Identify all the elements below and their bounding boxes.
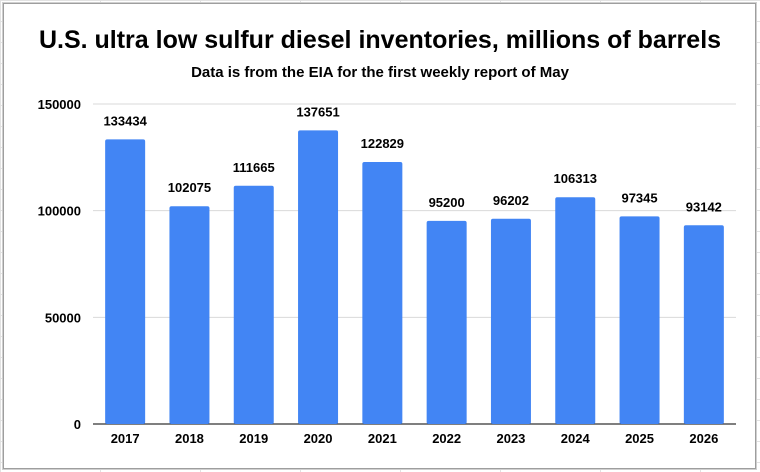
x-tick-label: 2023 xyxy=(496,431,525,446)
y-tick-label: 100000 xyxy=(38,204,81,219)
bar[interactable] xyxy=(298,130,339,424)
data-label: 122829 xyxy=(361,136,404,151)
bar[interactable] xyxy=(233,185,274,424)
x-tick-label: 2022 xyxy=(432,431,461,446)
bar[interactable] xyxy=(619,216,660,424)
data-label: 102075 xyxy=(168,180,211,195)
data-label: 93142 xyxy=(686,199,722,214)
x-tick-label: 2020 xyxy=(304,431,333,446)
x-tick-label: 2017 xyxy=(111,431,140,446)
bar[interactable] xyxy=(683,225,724,424)
data-label: 95200 xyxy=(429,195,465,210)
x-tick-label: 2024 xyxy=(561,431,591,446)
bar[interactable] xyxy=(362,161,403,425)
bar[interactable] xyxy=(169,206,210,424)
data-label: 111665 xyxy=(233,160,275,175)
bar[interactable] xyxy=(426,220,467,424)
y-tick-label: 0 xyxy=(74,417,81,432)
x-tick-label: 2026 xyxy=(689,431,718,446)
data-label: 97345 xyxy=(621,190,657,205)
chart-title: U.S. ultra low sulfur diesel inventories… xyxy=(38,26,722,54)
y-tick-label: 50000 xyxy=(45,310,81,325)
bar[interactable] xyxy=(105,139,146,424)
data-label: 106313 xyxy=(554,171,597,186)
y-tick-label: 150000 xyxy=(38,97,81,112)
x-tick-label: 2025 xyxy=(625,431,654,446)
data-label: 96202 xyxy=(493,193,529,208)
data-label: 137651 xyxy=(296,104,339,119)
bar[interactable] xyxy=(490,218,531,424)
data-label: 133434 xyxy=(103,113,147,128)
bar[interactable] xyxy=(555,197,596,424)
chart-subtitle: Data is from the EIA for the first weekl… xyxy=(191,64,569,81)
x-tick-label: 2019 xyxy=(239,431,268,446)
x-tick-label: 2018 xyxy=(175,431,204,446)
x-tick-label: 2021 xyxy=(368,431,397,446)
